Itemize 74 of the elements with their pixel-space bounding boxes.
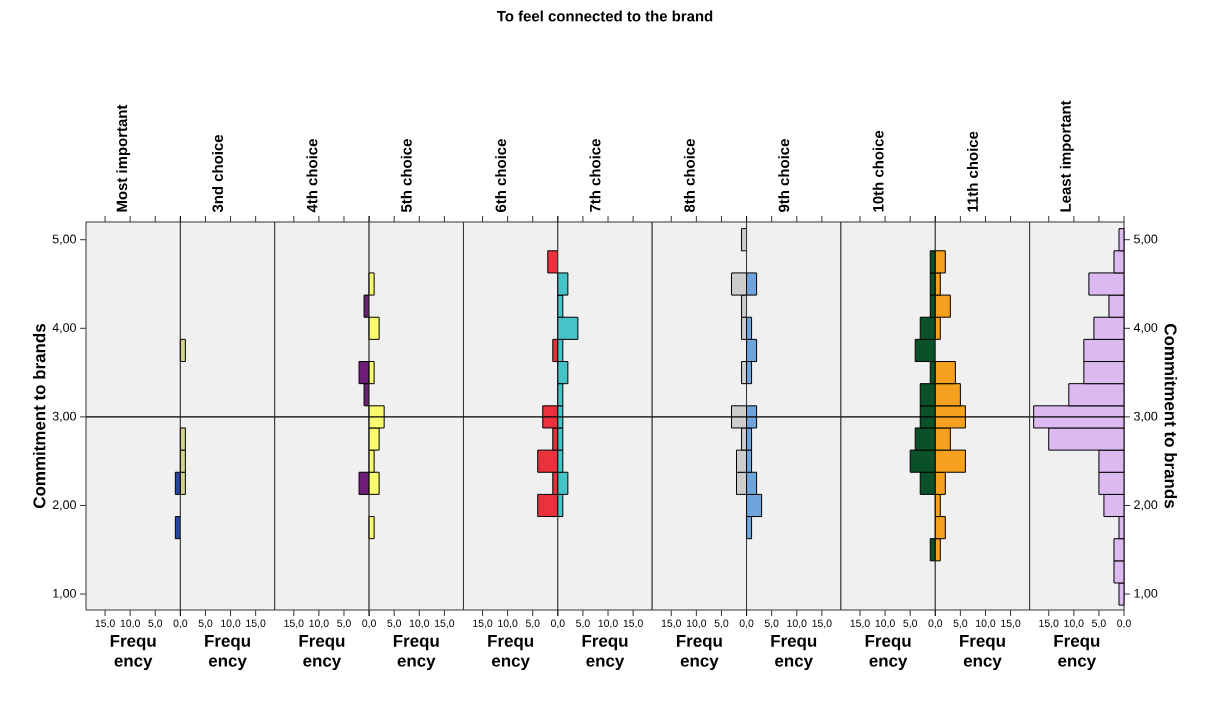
- x-tick-label: 15,0: [284, 619, 304, 629]
- x-tick-label: 10,0: [120, 619, 140, 629]
- x-tick-label: 15,0: [435, 619, 455, 629]
- chart-title: 7th choice: [589, 139, 601, 212]
- x-axis-title: Frequ ency: [771, 635, 817, 671]
- x-tick-label: 5,0: [148, 619, 163, 629]
- x-axis-title: Frequ ency: [582, 635, 628, 671]
- x-tick-label: 15,0: [1001, 619, 1021, 629]
- x-tick-label: 15,0: [1039, 619, 1059, 629]
- x-tick-label: 5,0: [903, 619, 918, 629]
- chart-title: 11th choice: [966, 131, 978, 212]
- y-tick-label: 3,00: [52, 411, 76, 423]
- x-axis-title: Frequ ency: [676, 635, 722, 671]
- x-axis-title: Frequ ency: [960, 635, 1005, 671]
- x-tick-label: 0,0: [550, 619, 565, 629]
- x-tick-label: 5,0: [714, 619, 729, 629]
- x-axis-title: Frequ ency: [110, 635, 156, 671]
- y-tick-label: 4,00: [52, 323, 76, 334]
- x-axis-title: Frequ ency: [865, 635, 911, 671]
- x-tick-label: 0,0: [1117, 619, 1131, 629]
- x-tick-label: 5,0: [387, 619, 402, 629]
- x-axis-title: Frequ ency: [393, 635, 439, 671]
- x-tick-label: 10,0: [1064, 619, 1084, 629]
- x-tick-label: 10,0: [221, 619, 241, 629]
- chart-title: Least important: [1059, 100, 1074, 212]
- x-tick-label: 10,0: [498, 619, 518, 629]
- chart-title: 8th choice: [683, 139, 695, 213]
- chart-title: 4th choice: [306, 139, 318, 213]
- x-tick-label: 5,0: [198, 619, 213, 629]
- x-tick-label: 0,0: [362, 619, 376, 629]
- x-tick-label: 10,0: [598, 619, 618, 629]
- y-tick-label: 2,00: [52, 500, 76, 511]
- y2-axis-title: Commitment to brands: [1164, 324, 1178, 508]
- x-tick-label: 0,0: [173, 619, 188, 629]
- x-tick-label: 5,0: [953, 619, 968, 629]
- chart-title: 6th choice: [495, 139, 507, 212]
- x-tick-label: 5,0: [337, 619, 351, 629]
- y2-tick-label: 2,00: [1134, 500, 1158, 511]
- x-tick-label: 15,0: [850, 619, 870, 629]
- x-axis-title: Frequ ency: [205, 635, 250, 671]
- x-tick-label: 10,0: [787, 619, 807, 629]
- x-tick-label: 0,0: [739, 619, 754, 629]
- x-tick-label: 10,0: [976, 619, 996, 629]
- y-tick-label: 1,00: [53, 588, 76, 600]
- x-tick-label: 5,0: [525, 619, 540, 629]
- x-tick-label: 15,0: [661, 619, 682, 629]
- x-axis-title: Frequ ency: [1054, 635, 1100, 671]
- chart-title: 5th choice: [400, 139, 412, 213]
- x-tick-label: 15,0: [473, 619, 493, 629]
- chart-title: Most important: [116, 104, 131, 212]
- x-tick-label: 15,0: [246, 619, 266, 629]
- chart-title: 10th choice: [872, 130, 884, 212]
- y2-tick-label: 4,00: [1133, 323, 1158, 334]
- x-tick-label: 10,0: [875, 619, 895, 629]
- x-axis-title: Frequ ency: [299, 635, 345, 671]
- x-tick-label: 10,0: [309, 619, 329, 629]
- x-tick-label: 15,0: [623, 619, 643, 629]
- x-tick-label: 5,0: [576, 619, 590, 629]
- chart-title: 3nd choice: [212, 134, 224, 213]
- y-axis-title: Commitment to brands: [32, 324, 46, 508]
- text: To feel connected to the brand: [496, 10, 713, 22]
- y2-tick-label: 5,00: [1134, 234, 1158, 245]
- y2-tick-label: 1,00: [1134, 588, 1158, 600]
- x-tick-label: 15,0: [812, 619, 832, 629]
- chart-title: 9th choice: [778, 139, 790, 212]
- x-tick-label: 10,0: [409, 619, 430, 629]
- x-axis-title: Frequ ency: [488, 635, 534, 671]
- y-tick-label: 5,00: [52, 234, 76, 245]
- y2-tick-label: 3,00: [1134, 411, 1158, 423]
- x-tick-label: 0,0: [928, 619, 943, 629]
- x-tick-label: 15,0: [95, 619, 115, 629]
- x-tick-label: 5,0: [1092, 619, 1106, 629]
- x-tick-label: 10,0: [686, 619, 707, 629]
- x-tick-label: 5,0: [764, 619, 779, 629]
